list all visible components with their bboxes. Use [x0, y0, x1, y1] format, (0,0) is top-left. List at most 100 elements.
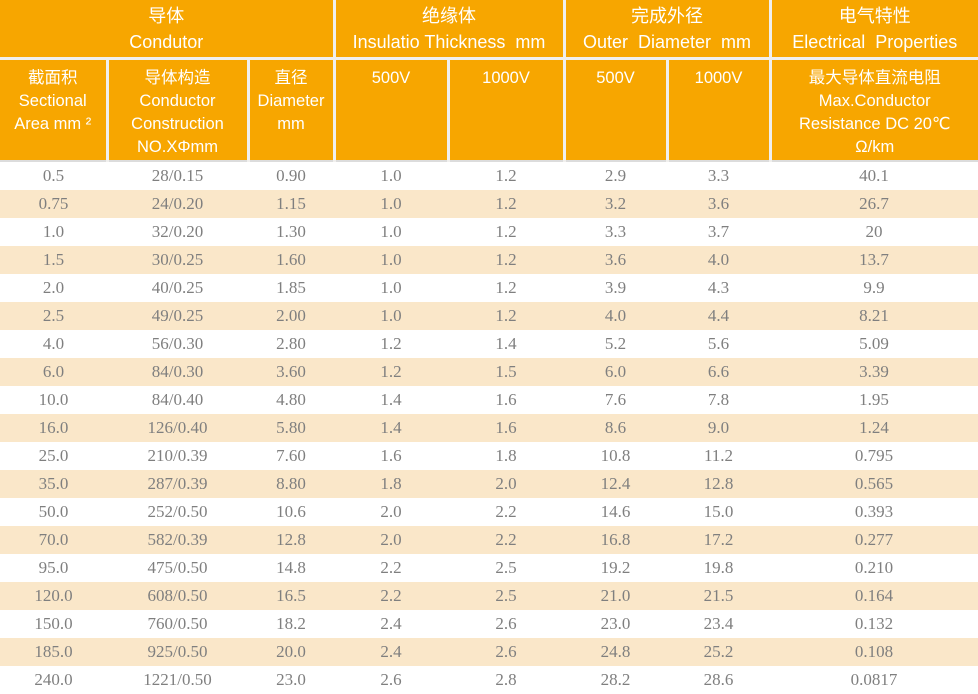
- table-cell: 16.8: [564, 526, 667, 554]
- table-cell: 4.0: [564, 302, 667, 330]
- table-row: 240.0 1221/0.50 23.0 2.6 2.8 28.2 28.6 0.0817: [0, 666, 978, 694]
- table-cell: 6.0: [0, 358, 107, 386]
- table-cell: 0.795: [770, 442, 978, 470]
- table-cell: 2.6: [334, 666, 448, 694]
- table-cell: 2.4: [334, 610, 448, 638]
- table-row: 150.0 760/0.50 18.2 2.4 2.6 23.0 23.4 0.132: [0, 610, 978, 638]
- table-cell: 8.21: [770, 302, 978, 330]
- table-cell: 0.108: [770, 638, 978, 666]
- table-cell: 1.0: [0, 218, 107, 246]
- table-cell: 10.6: [248, 498, 334, 526]
- table-cell: 35.0: [0, 470, 107, 498]
- table-cell: 1.0: [334, 190, 448, 218]
- table-cell: 12.8: [667, 470, 770, 498]
- table-cell: 2.8: [448, 666, 564, 694]
- table-cell: 7.60: [248, 442, 334, 470]
- table-row: 0.75 24/0.20 1.15 1.0 1.2 3.2 3.6 26.7: [0, 190, 978, 218]
- table-cell: 1.8: [334, 470, 448, 498]
- table-cell: 17.2: [667, 526, 770, 554]
- table-header: 导体 Condutor 绝缘体 Insulatio Thickness mm 完…: [0, 0, 978, 162]
- table-cell: 2.6: [448, 638, 564, 666]
- table-cell: 1.2: [448, 161, 564, 190]
- table-cell: 1.95: [770, 386, 978, 414]
- table-cell: 3.9: [564, 274, 667, 302]
- table-cell: 1.6: [448, 414, 564, 442]
- table-cell: 50.0: [0, 498, 107, 526]
- col-header-sectional-area: 截面积 Sectional Area mm ²: [0, 58, 109, 162]
- table-cell: 11.2: [667, 442, 770, 470]
- table-cell: 1.60: [248, 246, 334, 274]
- table-cell: 0.132: [770, 610, 978, 638]
- table-cell: 287/0.39: [107, 470, 248, 498]
- table-row: 50.0 252/0.50 10.6 2.0 2.2 14.6 15.0 0.393: [0, 498, 978, 526]
- table-cell: 0.90: [248, 161, 334, 190]
- table-cell: 9.9: [770, 274, 978, 302]
- table-cell: 10.0: [0, 386, 107, 414]
- table-cell: 582/0.39: [107, 526, 248, 554]
- table-cell: 25.0: [0, 442, 107, 470]
- col-header-max-resistance: 最大导体直流电阻 Max.Conductor Resistance DC 20℃…: [770, 58, 978, 162]
- table-cell: 2.5: [0, 302, 107, 330]
- table-cell: 95.0: [0, 554, 107, 582]
- table-cell: 32/0.20: [107, 218, 248, 246]
- table-cell: 1.0: [334, 274, 448, 302]
- table-body: 0.5 28/0.15 0.90 1.0 1.2 2.9 3.3 40.1 0.75 24/0.2…: [0, 161, 978, 694]
- table-row: 95.0 475/0.50 14.8 2.2 2.5 19.2 19.8 0.210: [0, 554, 978, 582]
- table-cell: 5.6: [667, 330, 770, 358]
- table-cell: 6.0: [564, 358, 667, 386]
- col-header-conductor-construction: 导体构造 Conductor Construction NO.XΦmm: [107, 58, 250, 162]
- table-cell: 2.5: [448, 582, 564, 610]
- table-cell: 1.6: [448, 386, 564, 414]
- table-cell: 1.4: [334, 386, 448, 414]
- table-row: 0.5 28/0.15 0.90 1.0 1.2 2.9 3.3 40.1: [0, 161, 978, 190]
- table-cell: 28/0.15: [107, 161, 248, 190]
- table-cell: 56/0.30: [107, 330, 248, 358]
- table-row: 10.0 84/0.40 4.80 1.4 1.6 7.6 7.8 1.95: [0, 386, 978, 414]
- table-cell: 15.0: [667, 498, 770, 526]
- table-cell: 475/0.50: [107, 554, 248, 582]
- table-cell: 28.6: [667, 666, 770, 694]
- table-cell: 1.4: [334, 414, 448, 442]
- table-cell: 925/0.50: [107, 638, 248, 666]
- table-cell: 252/0.50: [107, 498, 248, 526]
- table-cell: 4.80: [248, 386, 334, 414]
- table-cell: 3.3: [667, 161, 770, 190]
- table-cell: 23.4: [667, 610, 770, 638]
- header-group-conductor: 导体 Condutor: [0, 0, 336, 60]
- table-cell: 0.565: [770, 470, 978, 498]
- table-cell: 14.8: [248, 554, 334, 582]
- header-group-outer-diameter: 完成外径 Outer Diameter mm: [564, 0, 772, 60]
- table-cell: 4.4: [667, 302, 770, 330]
- table-cell: 1.2: [448, 302, 564, 330]
- table-cell: 24.8: [564, 638, 667, 666]
- table-cell: 2.2: [334, 554, 448, 582]
- table-cell: 7.6: [564, 386, 667, 414]
- table-cell: 4.0: [0, 330, 107, 358]
- table-cell: 1.30: [248, 218, 334, 246]
- header-group-row: 导体 Condutor 绝缘体 Insulatio Thickness mm 完…: [0, 0, 978, 60]
- table-cell: 120.0: [0, 582, 107, 610]
- table-cell: 0.75: [0, 190, 107, 218]
- table-cell: 21.0: [564, 582, 667, 610]
- table-cell: 1.2: [334, 358, 448, 386]
- col-header-outer-1000v: 1000V: [667, 58, 772, 162]
- table-cell: 1.85: [248, 274, 334, 302]
- table-cell: 2.0: [334, 498, 448, 526]
- table-cell: 2.9: [564, 161, 667, 190]
- table-cell: 0.5: [0, 161, 107, 190]
- table-cell: 9.0: [667, 414, 770, 442]
- table-cell: 40.1: [770, 161, 978, 190]
- table-cell: 240.0: [0, 666, 107, 694]
- table-cell: 2.2: [334, 582, 448, 610]
- table-cell: 4.0: [667, 246, 770, 274]
- table-cell: 3.7: [667, 218, 770, 246]
- table-cell: 2.2: [448, 498, 564, 526]
- table-cell: 3.3: [564, 218, 667, 246]
- table-cell: 14.6: [564, 498, 667, 526]
- table-cell: 40/0.25: [107, 274, 248, 302]
- table-cell: 2.6: [448, 610, 564, 638]
- table-cell: 13.7: [770, 246, 978, 274]
- table-cell: 19.8: [667, 554, 770, 582]
- table-cell: 3.2: [564, 190, 667, 218]
